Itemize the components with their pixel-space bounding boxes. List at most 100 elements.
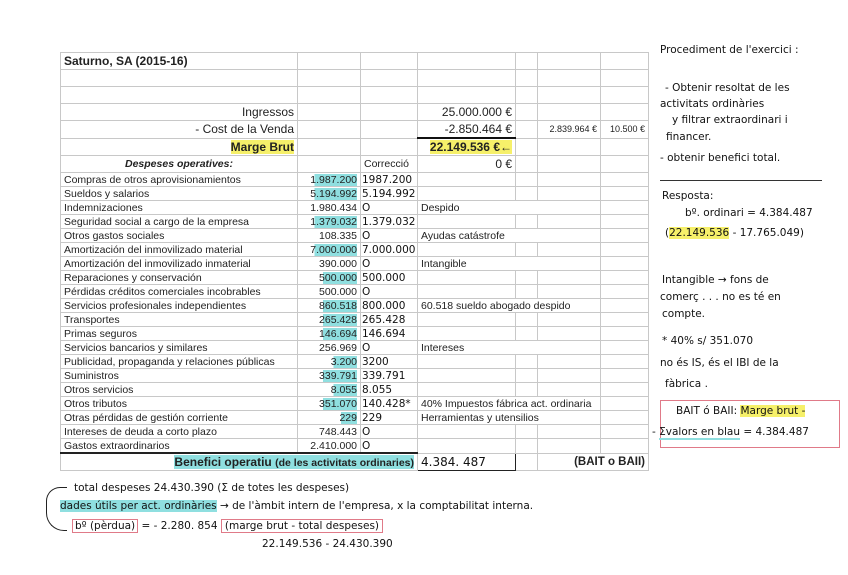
correccio-value: O (360, 438, 418, 454)
benefici-label: Benefici operatiu (174, 454, 272, 469)
benefici-sub: (de les activitats ordinaries) (275, 456, 414, 469)
expense-value: 5.194.992 (310, 187, 357, 200)
expense-row: Gastos extraordinarios 2.410.000 O (60, 438, 649, 454)
benefici-row: Benefici operatiu (de les activitats ord… (60, 452, 649, 471)
correccio-value: 1987.200 (360, 172, 418, 187)
expense-row: Amortización del inmovilizado inmaterial… (60, 256, 649, 271)
marge-label: Marge Brut (230, 139, 294, 154)
expense-label: Otras pérdidas de gestión corriente (60, 410, 298, 425)
expense-label: Seguridad social a cargo de la empresa (60, 214, 298, 229)
expense-row: Servicios bancarios y similares 256.969 O I… (60, 340, 649, 355)
expense-label: Amortización del inmovilizado material (60, 242, 298, 257)
expense-row: Otros gastos sociales 108.335 O Ayudas catá… (60, 228, 649, 243)
expense-note: Despido (417, 200, 601, 215)
expense-row: Intereses de deuda a corto plazo 748.443 O (60, 424, 649, 439)
expense-label: Primas seguros (60, 326, 298, 341)
correccio-value: 3200 (360, 354, 418, 369)
perdua-box: bº (pèrdua) (72, 519, 139, 533)
expense-value: 256.969 (319, 341, 357, 354)
expense-row: Reparaciones y conservación 500.000 500.00… (60, 270, 649, 285)
paren: ( (665, 227, 670, 239)
expense-value: 1.980.434 (310, 201, 357, 214)
perdua-value: = - 2.280. 854 (138, 520, 221, 532)
expense-value: 748.443 (319, 425, 357, 438)
expense-label: Suministros (60, 368, 298, 383)
cost-part2: 10.500 € (600, 120, 649, 139)
star-note1: * 40% s/ 351.070 (662, 335, 754, 347)
expense-label: Amortización del inmovilizado inmaterial (60, 256, 298, 271)
expense-row: Seguridad social a cargo de la empresa 1.… (60, 214, 649, 229)
benefici-value: 4.384. 487 (417, 452, 516, 471)
expense-value: 8.055 (330, 383, 357, 396)
expense-value: 1.987.200 (310, 173, 357, 186)
cost-part1: 2.839.964 € (537, 120, 601, 139)
bait-minus: - (652, 426, 660, 438)
expense-row: Primas seguros 146.694 146.694 (60, 326, 649, 341)
expense-label: Servicios profesionales independientes (60, 298, 298, 313)
correccio-value: 339.791 (360, 368, 418, 383)
expense-value: 146.694 (319, 327, 357, 340)
expense-value: 3.200 (330, 355, 357, 368)
expense-value: 7.000.000 (310, 243, 357, 256)
marge-value: 22.149.536 € (429, 140, 500, 154)
expense-label: Reparaciones y conservación (60, 270, 298, 285)
ingressos-label: Ingressos (60, 103, 298, 121)
step1-line4: financer. (666, 131, 712, 143)
correccio-value: O (360, 284, 418, 299)
expense-row: Sueldos y salarios 5.194.992 5.194.992 (60, 186, 649, 201)
correccio-value: O (360, 424, 418, 439)
correccio-value: O (360, 340, 418, 355)
correccio-heading: Correcció (360, 155, 418, 173)
step1-line3: y filtrar extraordinari i (672, 114, 788, 126)
expense-label: Gastos extraordinarios (60, 438, 298, 454)
expense-value: 1.379.032 (310, 215, 357, 228)
ingressos-value: 25.000.000 € (417, 103, 516, 121)
perdua-formula: (marge brut - total despeses) (220, 519, 384, 533)
expense-label: Pérdidas créditos comerciales incobrable… (60, 284, 298, 299)
step1-line1: - Obtenir resoltat de les (665, 82, 790, 94)
expense-row: Servicios profesionales independientes 86… (60, 298, 649, 313)
intangible-note3: compte. (662, 308, 706, 320)
expense-value: 339.791 (319, 369, 357, 382)
despeses-heading: Despeses operatives: (60, 155, 298, 173)
expense-row: Amortización del inmovilizado material 7.… (60, 242, 649, 257)
step2: - obtenir benefici total. (660, 152, 781, 164)
correccio-value: 265.428 (360, 312, 418, 327)
expense-row: Otros servicios 8.055 8.055 (60, 382, 649, 397)
expense-value: 500.000 (319, 271, 357, 284)
calc-rest: - 17.765.049) (729, 227, 804, 239)
correccio-value: 140.428* (360, 396, 418, 411)
bait-marge: Marge brut - (740, 405, 806, 417)
expense-label: Intereses de deuda a corto plazo (60, 424, 298, 439)
cost-value: -2.850.464 € (417, 120, 516, 139)
sheet-title: Saturno, SA (2015-16) (60, 52, 298, 70)
step1-line2: activitats ordinàries (660, 98, 765, 110)
cost-label: - Cost de la Venda (60, 120, 298, 139)
perdua-calc: 22.149.536 - 24.430.390 (262, 538, 393, 550)
correccio-value: 500.000 (360, 270, 418, 285)
procediment-heading: Procediment de l'exercici : (660, 44, 799, 56)
expense-label: Compras de otros aprovisionamientos (60, 172, 298, 187)
expense-value: 108.335 (319, 229, 357, 242)
expense-value: 2.410.000 (310, 439, 357, 452)
bait-result: = 4.384.487 (740, 426, 809, 438)
correccio-value: O (360, 200, 418, 215)
expense-value: 265.428 (319, 313, 357, 326)
dades-utils: dades útils per act. ordinàries (60, 500, 217, 512)
resposta-heading: Resposta: (662, 190, 714, 202)
bait-box (660, 400, 840, 448)
expense-label: Transportes (60, 312, 298, 327)
expense-note: Ayudas catástrofe (417, 228, 601, 243)
expense-label: Otros tributos (60, 396, 298, 411)
correccio-value: O (360, 256, 418, 271)
expense-note: Herramientas y utensilios (417, 410, 601, 425)
star-note2: no és IS, és el IBI de la (660, 357, 779, 369)
intangible-note1: Intangible → fons de (662, 274, 769, 286)
expense-note: 40% Impuestos fábrica act. ordinaria (417, 396, 601, 411)
expense-row: Suministros 339.791 339.791 (60, 368, 649, 383)
expense-label: Otros servicios (60, 382, 298, 397)
expense-row: Publicidad, propaganda y relaciones públ… (60, 354, 649, 369)
bait-label: (BAIT o BAII) (537, 452, 649, 471)
expense-row: Otras pérdidas de gestión corriente 229 22… (60, 410, 649, 425)
expense-label: Publicidad, propaganda y relaciones públ… (60, 354, 298, 369)
